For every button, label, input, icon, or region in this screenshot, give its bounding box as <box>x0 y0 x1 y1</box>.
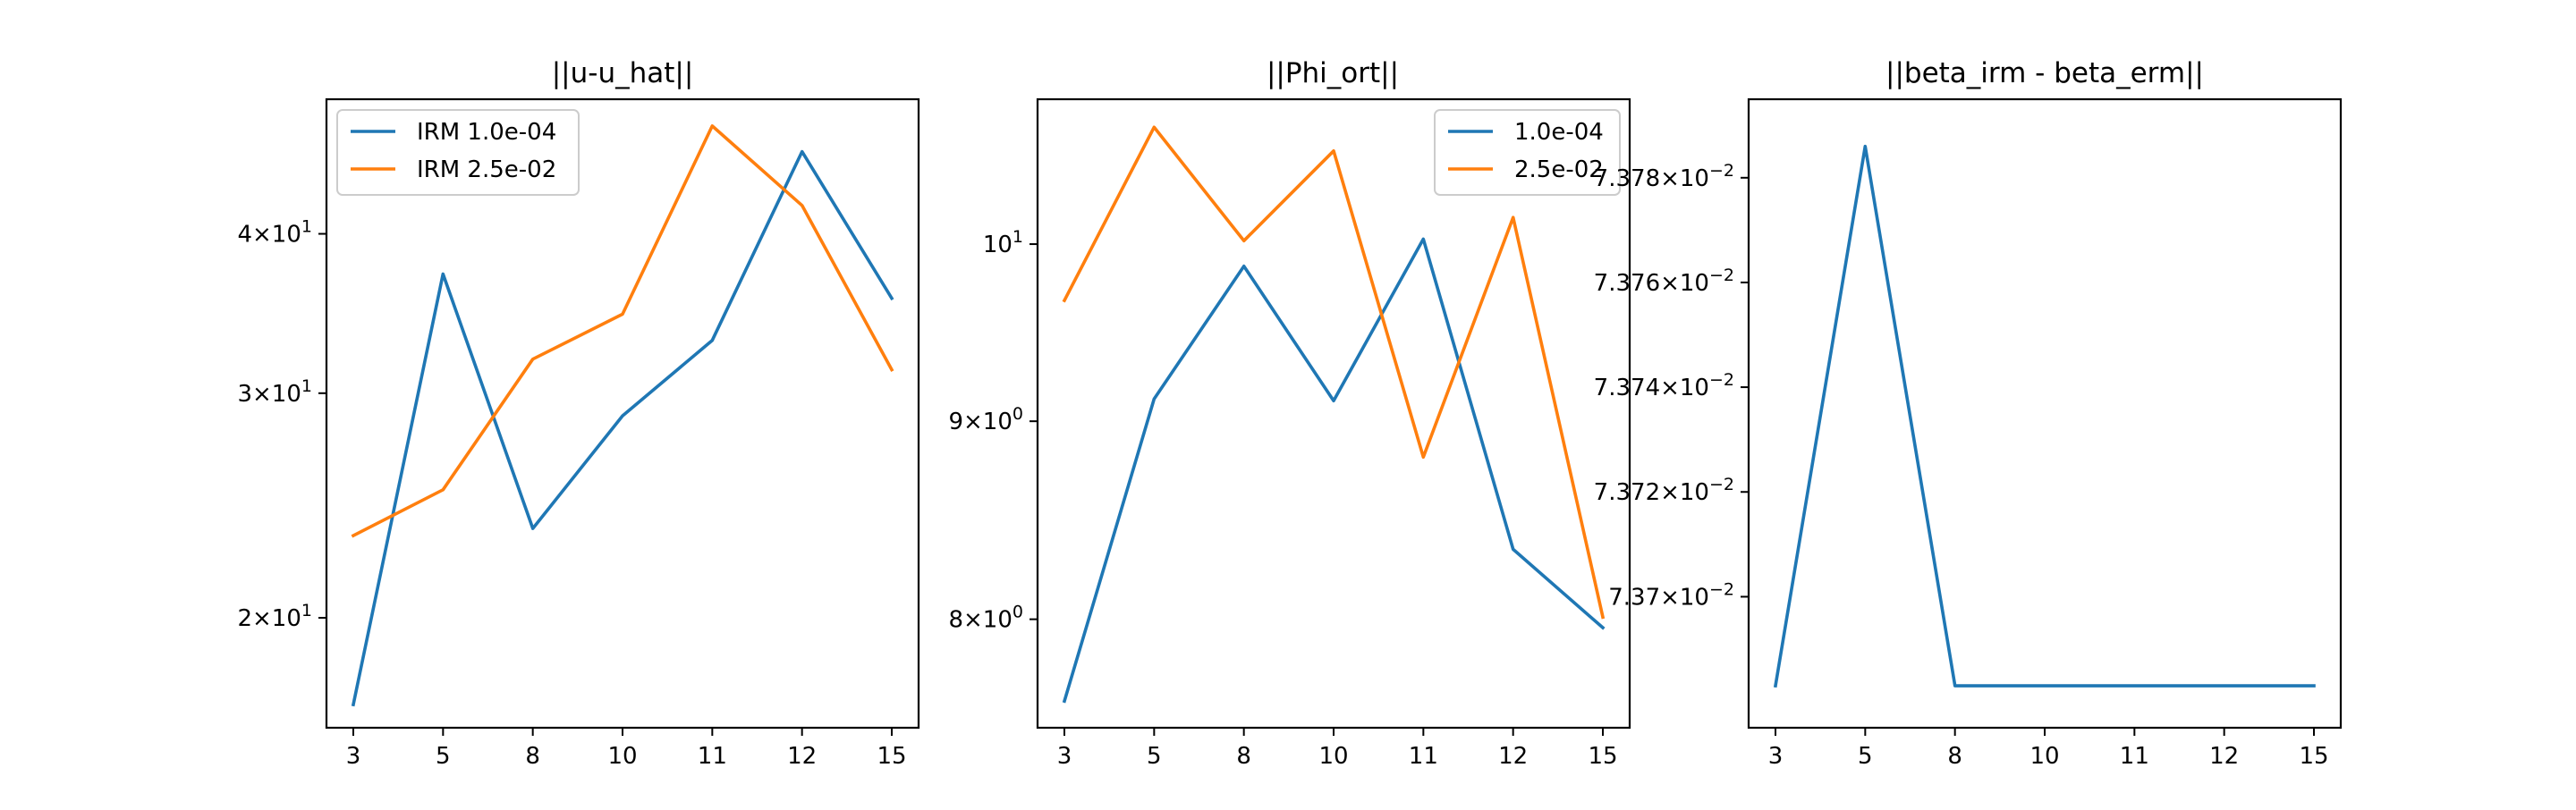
plot-area <box>1773 144 2316 688</box>
x-tick-label: 12 <box>1498 743 1528 770</box>
x-tick-label: 12 <box>2209 743 2239 770</box>
x-tick-label: 15 <box>877 743 906 770</box>
x-axis: 3 5 8 10 11 12 15 <box>346 728 907 770</box>
x-axis: 3 5 8 10 11 12 15 <box>1057 728 1618 770</box>
plot-area <box>351 124 894 707</box>
plot-area <box>1062 125 1606 704</box>
y-axis: 2×101 3×101 4×101 <box>237 217 326 632</box>
y-tick-label: 7.372×10−2 <box>1594 475 1734 506</box>
series-line-irm-2-5e-02 <box>351 124 894 538</box>
panel-beta-diff: ||beta_irm - beta_erm|| 7.37×10−2 7.372×1… <box>1594 57 2343 770</box>
x-tick-label: 8 <box>1947 743 1962 770</box>
series-line-irm-1-0e-04 <box>351 149 894 707</box>
y-axis: 8×100 9×100 101 <box>948 227 1038 634</box>
y-tick-label: 7.37×10−2 <box>1608 579 1734 611</box>
panel-title: ||u-u_hat|| <box>552 57 694 89</box>
y-tick-label: 8×100 <box>948 603 1023 634</box>
y-tick-label: 7.378×10−2 <box>1594 161 1734 192</box>
legend-frame <box>336 109 580 196</box>
y-tick-label: 4×101 <box>237 217 312 249</box>
x-tick-label: 11 <box>2120 743 2149 770</box>
y-axis: 7.37×10−2 7.372×10−2 7.374×10−2 7.376×10−2 7… <box>1594 161 1749 611</box>
x-tick-label: 3 <box>1057 743 1072 770</box>
x-tick-label: 10 <box>607 743 637 770</box>
series-line-series-1 <box>1773 144 2316 688</box>
x-tick-label: 3 <box>1768 743 1784 770</box>
legend-label-irm-1e-04: IRM 1.0e-04 <box>417 119 556 146</box>
x-axis: 3 5 8 10 11 12 15 <box>1768 728 2329 770</box>
y-tick-label: 3×101 <box>237 376 312 408</box>
legend-label-2-5e-02: 2.5e-02 <box>1514 156 1604 183</box>
series-line-1-0e-04 <box>1062 237 1606 704</box>
x-tick-label: 5 <box>1147 743 1162 770</box>
panel-title: ||beta_irm - beta_erm|| <box>1885 57 2204 89</box>
x-tick-label: 15 <box>2299 743 2328 770</box>
legend-label-1e-04: 1.0e-04 <box>1514 119 1604 146</box>
x-tick-label: 11 <box>698 743 727 770</box>
y-tick-label: 101 <box>983 227 1023 258</box>
legend: 1.0e-04 2.5e-02 <box>1434 109 1621 196</box>
x-tick-label: 11 <box>1409 743 1438 770</box>
legend-label-irm-2-5e-02: IRM 2.5e-02 <box>417 156 556 183</box>
y-tick-label: 7.374×10−2 <box>1594 370 1734 401</box>
x-tick-label: 8 <box>525 743 540 770</box>
x-tick-label: 8 <box>1236 743 1251 770</box>
panel-phi-ort: ||Phi_ort|| 8×100 9×100 101 3 5 8 10 11 12 15 1.… <box>948 57 1631 770</box>
series-line-2-5e-02 <box>1062 125 1606 620</box>
x-tick-label: 12 <box>787 743 817 770</box>
x-tick-label: 3 <box>346 743 361 770</box>
legend: IRM 1.0e-04 IRM 2.5e-02 <box>336 109 580 196</box>
x-tick-label: 10 <box>2029 743 2059 770</box>
y-tick-label: 7.376×10−2 <box>1594 266 1734 297</box>
x-tick-label: 10 <box>1318 743 1348 770</box>
x-tick-label: 5 <box>1858 743 1873 770</box>
x-tick-label: 15 <box>1588 743 1617 770</box>
y-tick-label: 2×101 <box>237 601 312 632</box>
panel-title: ||Phi_ort|| <box>1267 57 1399 89</box>
y-tick-label: 9×100 <box>948 404 1023 435</box>
x-tick-label: 5 <box>436 743 451 770</box>
